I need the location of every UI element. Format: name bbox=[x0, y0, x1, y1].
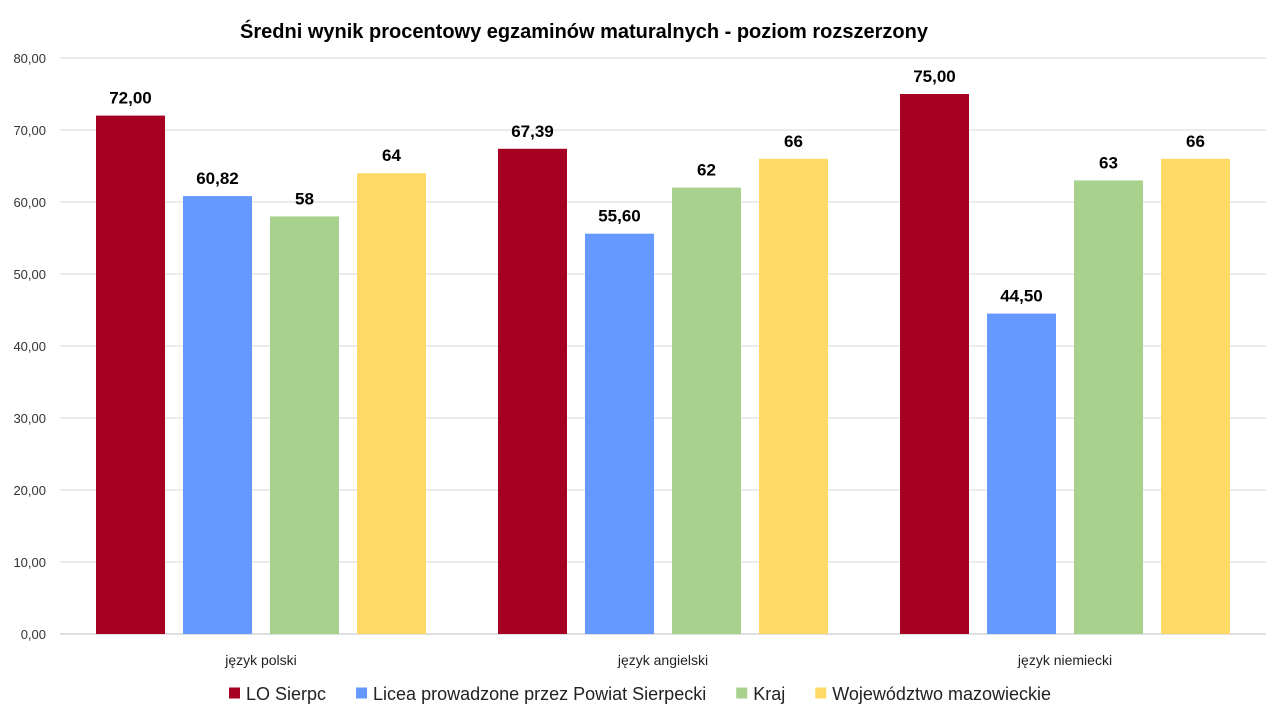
y-tick-label: 20,00 bbox=[13, 483, 46, 498]
legend-swatch bbox=[815, 687, 827, 699]
bar-value-label: 55,60 bbox=[598, 207, 641, 226]
bar-value-label: 63 bbox=[1099, 153, 1118, 172]
x-axis-categories: język polski język angielski język niemiec… bbox=[224, 652, 1112, 668]
bar-value-label: 44,50 bbox=[1000, 287, 1043, 306]
bar bbox=[1161, 158, 1230, 635]
bar bbox=[900, 94, 969, 634]
gridlines bbox=[60, 57, 1266, 635]
legend-swatch bbox=[228, 687, 240, 699]
y-axis-ticks: 0,00 10,00 20,00 30,00 40,00 50,00 60,00 70,00 8… bbox=[13, 51, 46, 642]
legend-label: Licea prowadzone przez Powiat Sierpecki bbox=[373, 684, 706, 704]
y-tick-label: 50,00 bbox=[13, 267, 46, 282]
legend-label: Kraj bbox=[753, 684, 785, 704]
chart-title: Średni wynik procentowy egzaminów matura… bbox=[240, 19, 929, 43]
legend-label: Województwo mazowieckie bbox=[832, 684, 1051, 704]
x-category-label: język polski bbox=[224, 652, 297, 668]
bar bbox=[987, 313, 1056, 634]
bar bbox=[357, 173, 426, 634]
bar bbox=[96, 115, 165, 635]
legend-item: LO Sierpc bbox=[228, 684, 326, 704]
bar bbox=[1074, 180, 1143, 634]
y-tick-label: 30,00 bbox=[13, 411, 46, 426]
bar-value-label: 60,82 bbox=[196, 169, 239, 188]
bar-value-label: 75,00 bbox=[913, 67, 956, 86]
legend: LO Sierpc Licea prowadzone przez Powiat S… bbox=[228, 684, 1051, 704]
y-tick-label: 40,00 bbox=[13, 339, 46, 354]
y-tick-label: 0,00 bbox=[21, 627, 46, 642]
bar bbox=[585, 233, 654, 634]
bar-value-label: 64 bbox=[382, 146, 401, 165]
bar bbox=[183, 196, 252, 634]
data-labels: 72,00 60,82 58 64 67,39 55,60 62 66 75,00 44,50 63… bbox=[109, 67, 1205, 306]
x-category-label: język niemiecki bbox=[1017, 652, 1112, 668]
legend-item: Licea prowadzone przez Powiat Sierpecki bbox=[356, 684, 706, 704]
y-tick-label: 70,00 bbox=[13, 123, 46, 138]
y-tick-label: 80,00 bbox=[13, 51, 46, 66]
legend-swatch bbox=[356, 687, 368, 699]
bar-value-label: 67,39 bbox=[511, 122, 554, 141]
bar-value-label: 66 bbox=[784, 132, 803, 151]
legend-item: Kraj bbox=[736, 684, 785, 704]
bar bbox=[672, 187, 741, 634]
legend-swatch bbox=[736, 687, 748, 699]
bar-value-label: 62 bbox=[697, 161, 716, 180]
bars bbox=[96, 94, 1230, 635]
bar bbox=[759, 158, 828, 635]
y-tick-label: 10,00 bbox=[13, 555, 46, 570]
bar-value-label: 72,00 bbox=[109, 89, 152, 108]
legend-label: LO Sierpc bbox=[246, 684, 326, 704]
x-category-label: język angielski bbox=[617, 652, 708, 668]
bar bbox=[270, 216, 339, 634]
y-tick-label: 60,00 bbox=[13, 195, 46, 210]
bar-value-label: 58 bbox=[295, 189, 314, 208]
legend-item: Województwo mazowieckie bbox=[815, 684, 1051, 704]
bar bbox=[498, 148, 567, 635]
bar-value-label: 66 bbox=[1186, 132, 1205, 151]
